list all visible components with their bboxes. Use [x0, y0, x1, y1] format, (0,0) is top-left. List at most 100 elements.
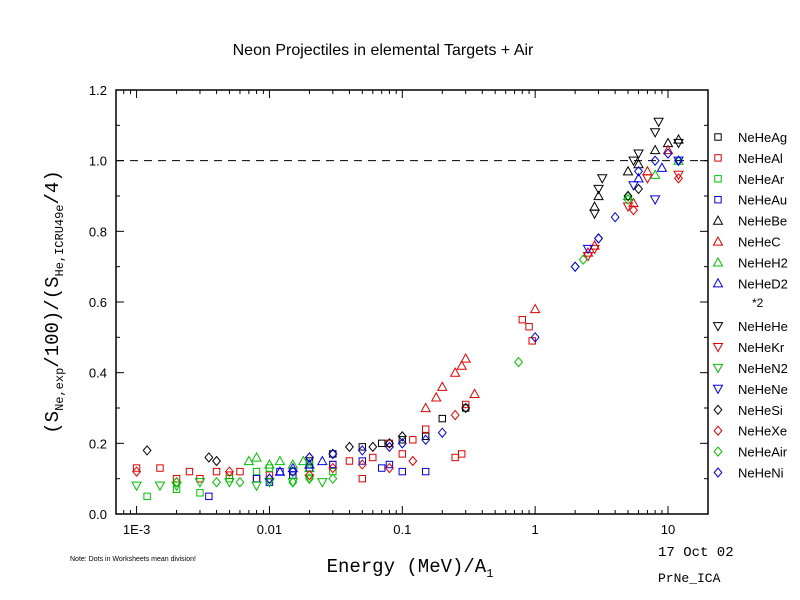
legend-label: NeHeKr — [738, 340, 785, 355]
legend-label: NeHeH2 — [738, 255, 788, 270]
data-point — [582, 244, 594, 255]
data-point — [212, 455, 222, 467]
data-point — [304, 452, 314, 463]
data-point — [345, 457, 354, 465]
data-point — [634, 183, 644, 195]
data-point — [205, 492, 213, 501]
legend-label: NeHeAl — [738, 151, 783, 166]
data-point — [398, 467, 406, 476]
data-point — [529, 303, 541, 314]
y-tick-label: 0.6 — [89, 295, 107, 310]
data-point — [582, 251, 594, 262]
legend-item: NeHeXe — [713, 424, 787, 439]
data-point — [420, 402, 432, 413]
data-point — [369, 453, 377, 462]
series-neheni — [264, 148, 684, 484]
data-point — [662, 137, 674, 148]
data-point — [212, 476, 222, 488]
legend-marker — [712, 343, 724, 353]
data-point — [224, 478, 235, 488]
data-point — [653, 117, 664, 128]
data-point — [224, 466, 234, 477]
data-point — [589, 244, 600, 255]
y-tick-label: 1.0 — [89, 154, 107, 169]
plot-frame — [115, 89, 709, 515]
data-point — [451, 453, 459, 462]
data-point — [357, 459, 367, 470]
data-point — [642, 174, 653, 184]
data-point — [673, 156, 684, 167]
data-point — [368, 441, 378, 453]
data-point — [298, 455, 309, 466]
data-point — [251, 451, 262, 462]
legend-marker — [714, 196, 722, 204]
legend-label: NeHeAir — [738, 445, 788, 460]
data-point — [304, 473, 314, 484]
data-point — [385, 460, 394, 469]
data-point — [287, 462, 299, 473]
data-point — [642, 165, 653, 176]
data-point — [589, 209, 600, 220]
data-point — [514, 356, 524, 368]
legend-label: NeHeXe — [738, 424, 787, 439]
series-nehehe — [589, 117, 684, 220]
footer-note: Note: Dots in Worksheets mean division! — [70, 556, 196, 563]
data-point — [154, 481, 166, 492]
legend-item: NeHeN2 — [712, 361, 788, 376]
data-point — [593, 190, 604, 201]
data-point — [589, 201, 600, 211]
data-point — [378, 439, 386, 448]
data-point — [304, 474, 315, 485]
data-point — [633, 172, 644, 183]
legend-item: NeHeNe — [712, 382, 788, 397]
data-point — [570, 261, 580, 272]
y-label-part: /100)/(S — [42, 276, 64, 367]
data-point — [378, 464, 386, 472]
data-point — [409, 436, 417, 444]
data-point — [274, 466, 286, 476]
legend-label: NeHeHe — [738, 319, 788, 334]
legend-marker — [712, 363, 724, 374]
data-point — [329, 460, 337, 469]
legend-marker — [713, 446, 723, 457]
data-point — [143, 492, 151, 501]
x-tick-label: 1E-3 — [123, 522, 150, 537]
footer-date: 17 Oct 02 — [658, 545, 734, 561]
data-point — [450, 409, 460, 421]
data-point — [252, 474, 261, 483]
data-point — [398, 450, 406, 458]
series-nehene — [582, 156, 684, 255]
series-nehekr — [582, 170, 684, 262]
legend-marker — [714, 154, 722, 162]
data-point — [288, 476, 298, 488]
series-nehesi — [142, 183, 644, 467]
data-point — [570, 261, 580, 272]
data-point — [649, 144, 661, 155]
data-point — [274, 455, 286, 466]
data-point — [328, 473, 338, 484]
data-point — [287, 478, 299, 488]
series-nehec — [420, 144, 674, 413]
data-point — [185, 467, 194, 476]
data-point — [358, 474, 366, 483]
legend-item: NeHeAr — [714, 172, 785, 187]
y-label-sub: He,ICRU49e — [53, 204, 67, 276]
data-point — [456, 360, 468, 370]
data-point — [421, 425, 430, 433]
x-label-sub: 1 — [486, 567, 493, 581]
data-point — [594, 233, 604, 244]
data-point — [421, 432, 430, 440]
data-point — [430, 391, 442, 402]
data-point — [344, 441, 354, 453]
legend-note: *2 — [752, 296, 764, 310]
legend-item: NeHeAg — [714, 130, 787, 145]
series-nehebe — [589, 133, 684, 211]
data-point — [264, 473, 274, 484]
data-point — [663, 148, 673, 159]
legend-label: NeHeD2 — [738, 276, 788, 291]
data-point — [397, 430, 407, 442]
x-label-main: Energy (MeV)/A — [327, 556, 487, 578]
legend-item: NeHeHe — [712, 319, 788, 334]
data-point — [650, 155, 660, 166]
